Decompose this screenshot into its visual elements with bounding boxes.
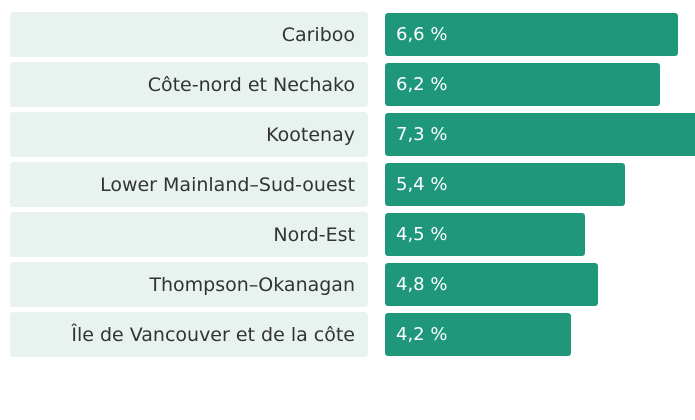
value-label: 6,6 % <box>396 24 448 45</box>
category-box: Cariboo <box>10 12 368 57</box>
bar-track: 5,4 % <box>385 163 695 206</box>
category-box: Kootenay <box>10 112 368 157</box>
category-label: Cariboo <box>281 23 355 46</box>
bar-row: Kootenay 7,3 % <box>0 112 695 157</box>
bar-row: Lower Mainland–Sud-ouest 5,4 % <box>0 162 695 207</box>
bar-track: 4,8 % <box>385 263 695 306</box>
category-label: Nord-Est <box>273 223 355 246</box>
value-label: 4,8 % <box>396 274 448 295</box>
bar: 5,4 % <box>385 163 625 206</box>
category-label: Côte-nord et Nechako <box>147 73 355 96</box>
value-label: 4,5 % <box>396 224 448 245</box>
bar-track: 4,2 % <box>385 313 695 356</box>
bar-row: Cariboo 6,6 % <box>0 12 695 57</box>
bar-row: Île de Vancouver et de la côte 4,2 % <box>0 312 695 357</box>
bar: 6,6 % <box>385 13 679 56</box>
value-label: 7,3 % <box>396 124 448 145</box>
category-box: Côte-nord et Nechako <box>10 62 368 107</box>
value-label: 5,4 % <box>396 174 448 195</box>
bar-track: 4,5 % <box>385 213 695 256</box>
value-label: 4,2 % <box>396 324 448 345</box>
category-label: Kootenay <box>266 123 355 146</box>
category-box: Thompson–Okanagan <box>10 262 368 307</box>
bar: 4,5 % <box>385 213 585 256</box>
bar: 4,8 % <box>385 263 599 306</box>
bar-row: Côte-nord et Nechako 6,2 % <box>0 62 695 107</box>
value-label: 6,2 % <box>396 74 448 95</box>
category-label: Île de Vancouver et de la côte <box>71 323 355 346</box>
category-box: Nord-Est <box>10 212 368 257</box>
bar: 4,2 % <box>385 313 572 356</box>
bar-track: 6,2 % <box>385 63 695 106</box>
bar-track: 6,6 % <box>385 13 695 56</box>
bar-track: 7,3 % <box>385 113 695 156</box>
category-box: Lower Mainland–Sud-ouest <box>10 162 368 207</box>
bar: 7,3 % <box>385 113 695 156</box>
category-label: Thompson–Okanagan <box>149 273 355 296</box>
category-label: Lower Mainland–Sud-ouest <box>100 173 355 196</box>
bar-row: Thompson–Okanagan 4,8 % <box>0 262 695 307</box>
bar: 6,2 % <box>385 63 661 106</box>
bar-row: Nord-Est 4,5 % <box>0 212 695 257</box>
category-box: Île de Vancouver et de la côte <box>10 312 368 357</box>
